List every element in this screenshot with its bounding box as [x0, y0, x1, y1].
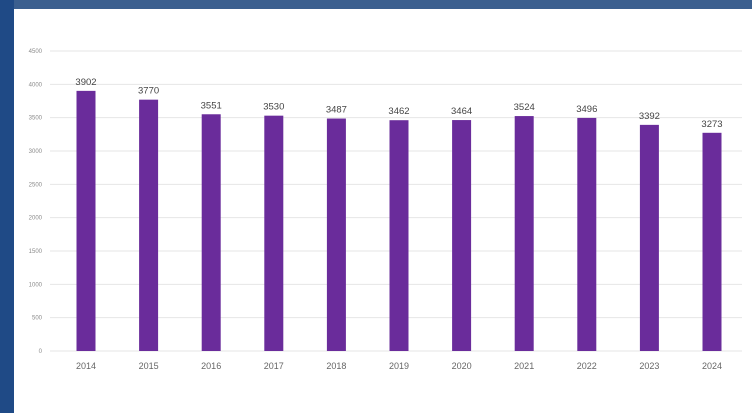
x-tick-label: 2015: [139, 361, 159, 371]
x-axis-labels: 2014 2015 2016 2017 2018 2019 2020 2021 2022 2023…: [76, 361, 722, 371]
y-tick-label: 500: [32, 316, 43, 322]
x-tick-label: 2023: [639, 361, 659, 371]
bar-2017: [264, 115, 284, 352]
y-axis-ticks: 0 500 1000 1500 2000 2500 3000 3500 4000 4500: [29, 49, 43, 355]
y-tick-label: 0: [39, 349, 43, 355]
y-tick-label: 4500: [29, 49, 43, 55]
data-labels: 3902 3770 3551 3530 3487 3462 3464 3524 3496 3392…: [75, 77, 722, 130]
x-tick-label: 2019: [389, 361, 409, 371]
chart-area: 0 500 1000 1500 2000 2500 3000 3500 4000 4500 390…: [14, 9, 752, 413]
x-tick-label: 2024: [702, 361, 722, 371]
y-tick-label: 3000: [29, 149, 43, 155]
bar-2018: [326, 118, 346, 352]
x-tick-label: 2021: [514, 361, 534, 371]
y-tick-label: 3500: [29, 116, 43, 122]
bars: [76, 90, 722, 352]
bar-2024: [702, 132, 722, 351]
bar-2016: [201, 114, 221, 352]
data-label: 3273: [701, 119, 722, 130]
x-tick-label: 2022: [577, 361, 597, 371]
data-label: 3487: [326, 105, 347, 116]
data-label: 3902: [75, 77, 96, 88]
y-tick-label: 1000: [29, 282, 43, 288]
bar-2014: [76, 90, 96, 351]
data-label: 3530: [263, 102, 284, 113]
data-label: 3462: [388, 106, 409, 117]
data-label: 3464: [451, 106, 472, 117]
bar-2021: [514, 116, 534, 351]
top-border: [0, 0, 752, 9]
data-label: 3551: [201, 100, 222, 111]
x-tick-label: 2017: [264, 361, 284, 371]
data-label: 3392: [639, 111, 660, 122]
data-label: 3524: [514, 102, 535, 113]
bar-2022: [577, 117, 597, 351]
y-tick-label: 2500: [29, 182, 43, 188]
bar-2019: [389, 120, 409, 351]
data-label: 3770: [138, 86, 159, 97]
bar-2023: [639, 124, 659, 351]
x-tick-label: 2018: [326, 361, 346, 371]
x-tick-label: 2020: [452, 361, 472, 371]
bar-2015: [139, 99, 159, 352]
bar-2020: [452, 120, 472, 351]
left-border: [0, 0, 14, 413]
bar-chart: 0 500 1000 1500 2000 2500 3000 3500 4000 4500 390…: [29, 49, 742, 371]
y-tick-label: 4000: [29, 82, 43, 88]
x-tick-label: 2014: [76, 361, 96, 371]
x-tick-label: 2016: [201, 361, 221, 371]
data-label: 3496: [576, 104, 597, 115]
y-tick-label: 2000: [29, 216, 43, 222]
y-tick-label: 1500: [29, 249, 43, 255]
